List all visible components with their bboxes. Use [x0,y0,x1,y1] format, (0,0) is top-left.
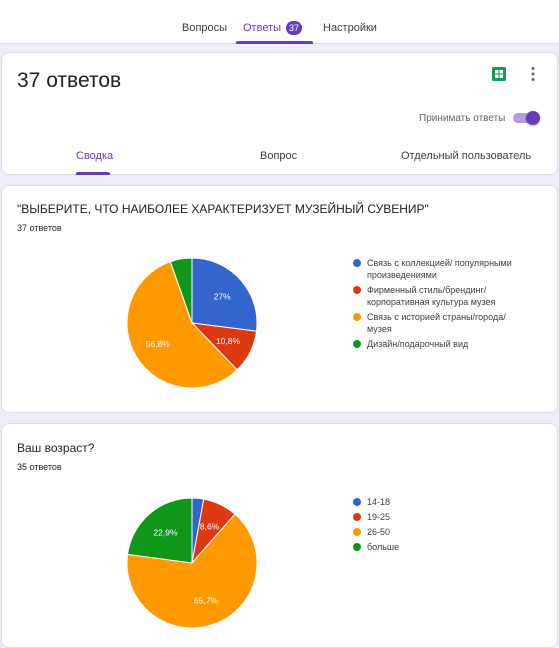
legend-item: 19-25 [353,511,523,523]
responses-count-title: 37 ответов [17,69,122,92]
legend-label: 19-25 [367,512,391,522]
accept-responses-label: Принимать ответы [419,113,506,124]
legend-label: Дизайн/подарочный вид [367,339,469,349]
pie-slice-label: 22,9% [153,528,178,538]
subtab-question[interactable]: Вопрос [260,150,298,162]
legend-color-dot [353,543,361,551]
responses-header-card [1,52,558,175]
legend-item: 14-18 [353,496,523,508]
top-navigation: Вопросы Ответы 37 Настройки [0,0,559,44]
legend-item: Связь с коллекцией/ популярными произвед… [353,257,523,281]
legend-color-dot [353,313,361,321]
legend-item: Дизайн/подарочный вид [353,338,523,350]
subtab-individual[interactable]: Отдельный пользователь [401,150,532,162]
question-card-1 [1,185,558,413]
legend-color-dot [353,513,361,521]
legend-color-dot [353,286,361,294]
legend-color-dot [353,340,361,348]
pie-slice-label: 10,8% [216,336,241,346]
legend-label: Фирменный стиль/брендинг/ корпоративная … [367,285,496,307]
pie-slice[interactable] [126,513,258,629]
tab-questions[interactable]: Вопросы [182,0,227,44]
responses-count-badge: 37 [286,21,303,35]
question-2-title: Ваш возраст? [17,441,95,455]
legend-item: Фирменный стиль/брендинг/ корпоративная … [353,284,523,308]
subtab-summary[interactable]: Сводка [76,150,114,162]
pie-slice-label: 8,6% [200,522,220,532]
accept-responses-toggle[interactable] [513,111,541,125]
sheets-icon[interactable] [492,67,506,81]
pie-slice-label: 65,7% [194,596,219,606]
toggle-knob [526,111,540,125]
active-subtab-indicator [76,172,110,175]
legend-label: 14-18 [367,497,391,507]
question-1-title: "ВЫБЕРИТЕ, ЧТО НАИБОЛЕЕ ХАРАКТЕРИЗУЕТ МУ… [17,202,429,216]
pie-slice[interactable] [191,257,258,332]
tab-responses[interactable]: Ответы 37 [243,0,303,44]
more-options-icon[interactable] [530,66,536,82]
pie-slice[interactable] [169,257,193,324]
chart-2-legend: 14-18 19-25 26-50 больше [353,496,523,556]
legend-label: больше [367,542,400,552]
question-1-count: 37 ответов [17,223,62,233]
legend-label: Связь с коллекцией/ популярными произвед… [367,258,512,280]
legend-item: Связь с историей страны/города/ музея [353,311,523,335]
legend-color-dot [353,259,361,267]
tab-questions-label: Вопросы [182,22,228,34]
chart-1-legend: Связь с коллекцией/ популярными произвед… [353,257,523,353]
pie-slice-label: 27% [214,291,231,301]
tab-responses-label: Ответы [243,22,282,34]
tab-settings[interactable]: Настройки [323,0,377,44]
tab-settings-label: Настройки [323,22,377,34]
active-tab-indicator [236,41,313,44]
legend-item: 26-50 [353,526,523,538]
question-2-count: 35 ответов [17,462,62,472]
pie-chart-1: 27% 10,8% 56,8% [126,257,258,389]
pie-slice-label: 56,8% [146,339,171,349]
pie-slice[interactable] [126,261,238,389]
legend-color-dot [353,498,361,506]
pie-slice[interactable] [127,497,193,564]
legend-label: 26-50 [367,527,391,537]
legend-color-dot [353,528,361,536]
legend-item: больше [353,541,523,553]
legend-label: Связь с историей страны/города/ музея [367,312,506,334]
pie-chart-2: 8,6% 65,7% 22,9% [126,497,258,629]
